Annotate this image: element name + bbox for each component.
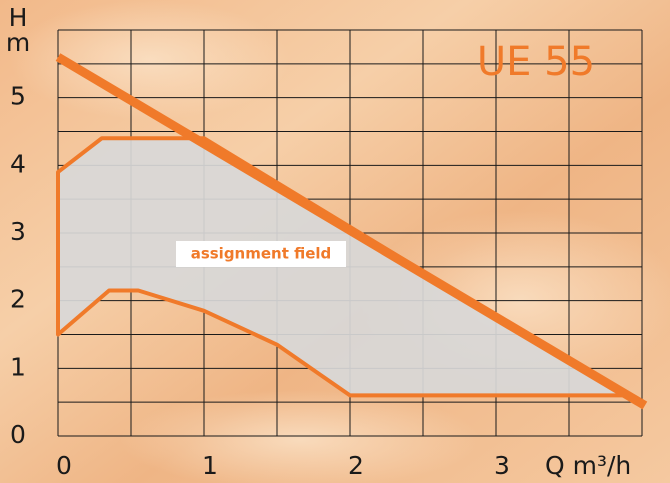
annotation-box: [176, 241, 346, 267]
y-tick-label: 4: [10, 149, 26, 178]
x-tick-label: 1: [202, 451, 218, 480]
x-tick-label: 3: [494, 451, 510, 480]
y-axis-label: H: [9, 3, 28, 32]
chart-title: UE 55: [477, 39, 595, 85]
x-tick-label: 2: [348, 451, 364, 480]
y-tick-label: 3: [10, 217, 26, 246]
labels: UE 55 H m Q m³/h 0 1 2 3 0 1 2 3 4 5 assignment fi…: [6, 3, 631, 480]
pump-curve: [55, 53, 648, 410]
y-tick-label: 5: [10, 82, 26, 111]
x-tick-label: 0: [56, 451, 72, 480]
y-tick-label: 2: [10, 285, 26, 314]
y-tick-label: 0: [10, 420, 26, 449]
y-axis-unit: m: [6, 28, 30, 57]
texture: [120, 390, 480, 483]
texture: [10, 0, 290, 120]
annotation: assignment field: [191, 245, 332, 263]
y-tick-label: 1: [10, 352, 26, 381]
x-axis-label: Q m³/h: [545, 451, 631, 480]
